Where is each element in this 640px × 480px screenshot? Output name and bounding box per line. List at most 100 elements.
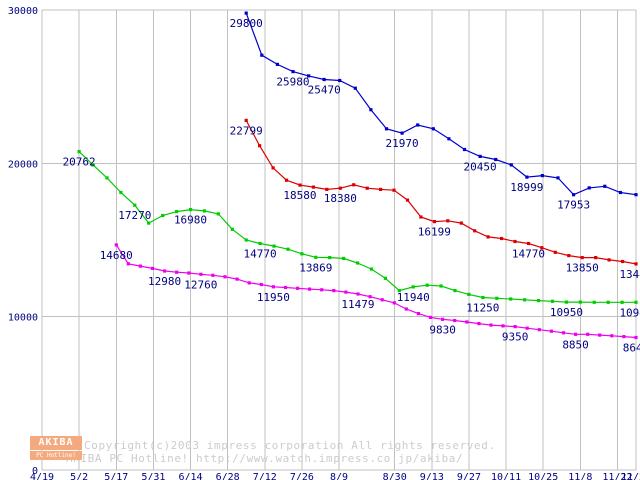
- data-point-magenta: [332, 289, 336, 293]
- series-line-magenta: [115, 244, 637, 339]
- data-point-magenta: [163, 269, 167, 273]
- data-point-magenta: [622, 335, 626, 339]
- data-point-red: [473, 229, 477, 233]
- data-point-green: [175, 210, 179, 214]
- data-point-red: [500, 236, 504, 241]
- data-point-green: [523, 298, 527, 302]
- watermark-copyright: Copyright(c)2003 impress corporation All…: [84, 439, 496, 452]
- data-label-red: 18380: [324, 192, 357, 205]
- x-tick-label: 11/29: [621, 472, 640, 480]
- data-label-blue: 18999: [510, 181, 543, 194]
- x-tick-label: 10/11: [491, 472, 521, 480]
- data-point-green: [91, 163, 95, 167]
- x-tick-label: 9/13: [420, 472, 444, 480]
- data-point-green: [620, 300, 624, 304]
- data-label-red: 16199: [418, 226, 451, 239]
- data-point-magenta: [404, 307, 408, 311]
- x-tick-label: 11/8: [568, 472, 592, 480]
- data-point-magenta: [380, 298, 384, 302]
- data-point-green: [481, 295, 485, 300]
- data-point-magenta: [114, 243, 118, 247]
- data-point-green: [439, 284, 443, 288]
- data-point-green: [300, 252, 304, 256]
- data-point-magenta: [344, 290, 348, 294]
- data-point-magenta: [259, 282, 263, 287]
- data-label-green: 20762: [63, 156, 96, 169]
- data-label-blue: 25980: [276, 76, 309, 89]
- akiba-logo: AKIBA PC Hotline!: [30, 436, 82, 460]
- x-tick-label: 5/31: [141, 472, 165, 480]
- x-tick-label: 7/12: [253, 472, 277, 480]
- data-point-magenta: [150, 266, 155, 270]
- data-point-magenta: [175, 270, 179, 274]
- data-point-magenta: [211, 273, 215, 277]
- data-point-green: [328, 256, 332, 260]
- data-label-green: 11250: [466, 302, 499, 315]
- data-label-blue: 29800: [230, 17, 263, 30]
- y-tick-label: 0: [32, 466, 38, 477]
- data-point-green: [272, 244, 276, 248]
- data-label-green: 10950: [550, 306, 583, 319]
- x-tick-label: 6/14: [178, 472, 202, 480]
- data-label-magenta: 11479: [341, 298, 374, 311]
- data-point-blue: [634, 193, 638, 197]
- data-label-blue: 21970: [386, 137, 419, 150]
- x-tick-label: 11/22: [602, 472, 632, 480]
- data-point-green: [592, 300, 596, 304]
- data-point-magenta: [501, 324, 505, 328]
- data-label-red: 13440: [619, 268, 640, 281]
- data-point-blue: [416, 123, 420, 127]
- data-point-green: [77, 150, 81, 154]
- data-point-red: [325, 187, 329, 191]
- data-point-green: [509, 297, 513, 301]
- data-point-red: [621, 259, 625, 264]
- data-label-red: 13850: [566, 262, 599, 275]
- data-point-green: [342, 256, 346, 260]
- data-label-magenta: 9350: [502, 331, 529, 344]
- data-point-magenta: [138, 264, 142, 268]
- data-point-blue: [338, 78, 342, 83]
- data-label-magenta: 8640: [623, 342, 640, 355]
- data-point-green: [216, 212, 220, 216]
- data-label-magenta: 12980: [148, 275, 181, 288]
- data-point-red: [379, 187, 383, 191]
- data-point-magenta: [308, 287, 312, 291]
- data-label-blue: 25470: [308, 83, 341, 96]
- data-point-blue: [509, 163, 513, 167]
- data-point-blue: [384, 127, 389, 131]
- akiba-logo-title: AKIBA: [30, 436, 82, 450]
- data-point-green: [314, 255, 318, 259]
- data-point-green: [258, 241, 262, 246]
- data-point-magenta: [187, 271, 191, 275]
- data-point-red: [486, 235, 490, 239]
- x-tick-label: 5/17: [104, 472, 128, 480]
- watermark-url: AKIBA PC Hotline! http://www.watch.impre…: [66, 452, 463, 465]
- y-tick-label: 30000: [8, 6, 38, 17]
- data-point-magenta: [368, 295, 372, 299]
- data-point-red: [311, 185, 315, 189]
- akiba-logo-subtitle: PC Hotline!: [30, 451, 82, 460]
- data-point-green: [230, 227, 234, 231]
- data-point-green: [369, 267, 374, 271]
- data-point-magenta: [283, 285, 288, 290]
- data-point-green: [453, 289, 457, 293]
- data-point-blue: [400, 131, 404, 135]
- data-point-blue: [572, 193, 576, 197]
- data-point-blue: [244, 11, 248, 15]
- data-point-magenta: [574, 332, 578, 336]
- data-point-red: [540, 246, 544, 250]
- data-point-red: [553, 250, 557, 254]
- data-point-magenta: [199, 272, 203, 276]
- data-point-green: [286, 247, 290, 251]
- data-point-green: [606, 300, 610, 304]
- data-point-magenta: [416, 312, 420, 316]
- data-point-red: [567, 254, 571, 258]
- data-point-magenta: [392, 301, 396, 305]
- data-point-red: [284, 178, 289, 182]
- data-label-green: 10940: [619, 306, 640, 319]
- data-point-magenta: [441, 317, 445, 321]
- data-point-green: [202, 209, 206, 213]
- data-label-green: 14770: [244, 248, 277, 261]
- data-point-blue: [291, 70, 295, 74]
